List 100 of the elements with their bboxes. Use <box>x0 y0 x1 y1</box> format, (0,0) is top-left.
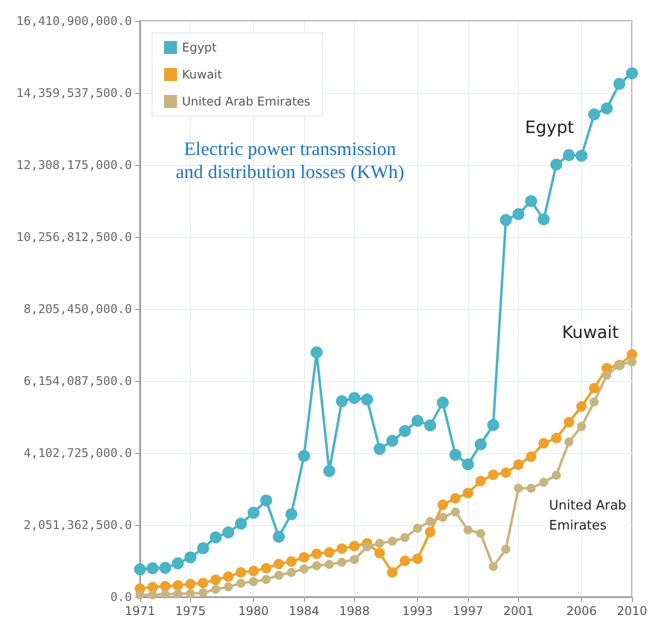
point <box>160 580 170 592</box>
x-tick-label: 2006 <box>566 604 597 618</box>
point <box>438 512 448 522</box>
point <box>236 578 246 588</box>
point <box>588 108 600 120</box>
point <box>600 102 613 114</box>
text: Electric power transmission and distribution losses (KWh) <box>176 139 404 183</box>
point <box>310 346 323 358</box>
point <box>462 458 474 470</box>
point <box>159 562 172 574</box>
point <box>311 548 322 560</box>
point <box>388 536 397 546</box>
point <box>298 552 310 563</box>
point <box>551 432 562 444</box>
point <box>148 590 158 600</box>
x-tick-label: 1997 <box>452 604 484 618</box>
point <box>172 557 184 570</box>
point <box>539 478 548 487</box>
point <box>424 526 436 538</box>
point <box>526 451 536 462</box>
point <box>324 547 334 558</box>
annotation: Egypt <box>525 118 574 138</box>
y-tick-label: 8,205,450,000.0 <box>24 302 132 316</box>
legend-label: Kuwait <box>182 68 222 82</box>
point <box>274 558 284 570</box>
point <box>552 470 561 480</box>
point <box>197 542 210 554</box>
point <box>198 578 208 588</box>
point <box>426 517 435 526</box>
point <box>387 567 398 578</box>
point <box>286 556 297 567</box>
point <box>210 574 221 586</box>
point <box>324 560 334 569</box>
point <box>172 580 184 591</box>
point <box>488 470 498 480</box>
point <box>501 544 510 554</box>
point <box>628 357 636 366</box>
point <box>514 484 523 493</box>
point <box>374 548 385 558</box>
point <box>336 543 348 554</box>
point <box>184 551 196 564</box>
y-tick-label: 12,308,175,000.0 <box>16 158 132 172</box>
point <box>464 525 472 534</box>
point <box>262 574 271 584</box>
point <box>375 538 384 548</box>
point <box>286 568 296 577</box>
point <box>147 582 158 592</box>
point <box>564 416 574 428</box>
point <box>525 195 538 208</box>
point <box>224 582 233 592</box>
point <box>274 570 284 580</box>
point <box>462 488 474 498</box>
point <box>186 588 195 598</box>
point <box>474 438 487 450</box>
point <box>475 476 486 486</box>
point <box>198 588 208 598</box>
point <box>160 590 170 599</box>
y-tick-label: 0.0 <box>110 590 132 604</box>
point <box>538 438 549 449</box>
point <box>211 584 220 594</box>
point <box>146 562 159 574</box>
point <box>450 493 461 504</box>
point <box>526 484 536 493</box>
x-tick-label: 1975 <box>175 604 206 618</box>
annotation: Kuwait <box>562 323 620 343</box>
point <box>436 396 449 409</box>
point <box>336 395 348 408</box>
x-tick-label: 1993 <box>402 604 433 618</box>
point <box>450 508 460 517</box>
point <box>210 531 222 544</box>
point <box>300 564 308 574</box>
point <box>350 554 359 564</box>
point <box>234 518 247 530</box>
y-tick-label: 16,410,900,000.0 <box>16 14 132 28</box>
point <box>386 434 398 447</box>
point <box>249 577 258 586</box>
point <box>626 67 638 80</box>
point <box>248 506 260 519</box>
point <box>550 158 562 171</box>
x-tick-label: 1980 <box>238 604 269 618</box>
point <box>488 562 498 571</box>
point <box>374 442 386 455</box>
legend-label: United Arab Emirates <box>182 94 310 108</box>
point <box>564 437 574 446</box>
point <box>438 499 448 510</box>
point <box>185 578 196 590</box>
x-tick-label: 2001 <box>503 604 534 618</box>
point <box>323 465 336 477</box>
point <box>348 392 360 404</box>
legend-label: Egypt <box>182 40 217 54</box>
y-tick-label: 10,256,812,500.0 <box>16 230 132 244</box>
point <box>312 561 322 570</box>
point <box>487 419 500 432</box>
point <box>260 494 272 506</box>
point <box>173 589 182 598</box>
x-tick-label: 1984 <box>288 604 320 618</box>
point <box>236 567 246 578</box>
annotation: United Arab Emirates <box>549 498 626 534</box>
point <box>349 540 360 552</box>
point <box>500 468 512 478</box>
